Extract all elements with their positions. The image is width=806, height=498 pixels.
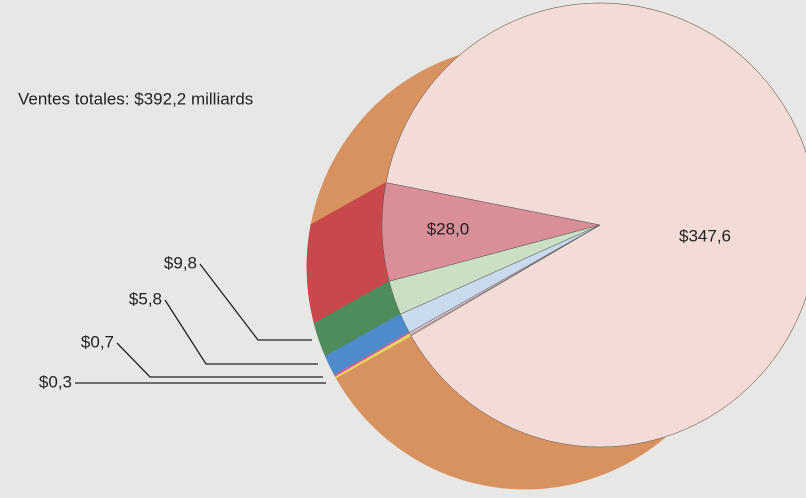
chart-title: Ventes totales: $392,2 milliards [18,89,253,108]
data-label: $0,7 [81,332,114,351]
pie-slice [410,224,601,337]
data-label: $0,3 [39,372,72,391]
data-label: $347,6 [679,226,731,245]
pie-slice [381,182,601,282]
data-label: $9,8 [164,253,197,272]
pie-slice [385,2,806,448]
data-label: $5,8 [129,289,162,308]
leader-line [116,342,323,378]
leader-line [199,263,312,341]
data-label: $28,0 [427,219,470,238]
leader-line [164,299,318,365]
